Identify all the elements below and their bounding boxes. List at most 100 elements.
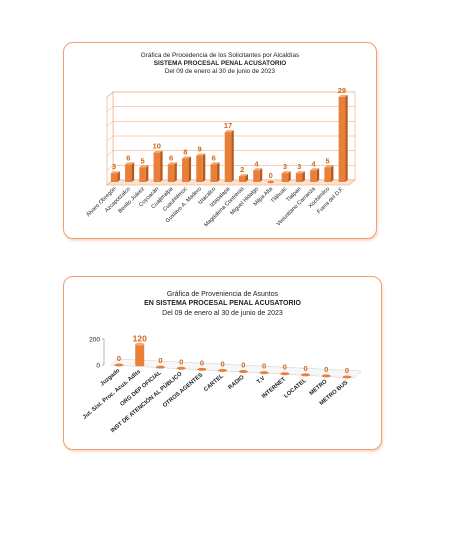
bar-top (210, 162, 220, 165)
y-tick-label: 200 (89, 337, 100, 344)
data-label: 6 (169, 153, 173, 162)
bar-top (338, 94, 348, 97)
chart-date-range: Del 09 de enero al 30 de junio de 2023 (164, 68, 276, 75)
data-label: 0 (221, 359, 225, 368)
bar-front (153, 152, 161, 182)
data-label: 120 (133, 333, 147, 343)
bar-front (135, 344, 145, 367)
bar (281, 171, 291, 182)
category-label: OTROS AGENTES (162, 372, 204, 409)
data-label: 0 (200, 358, 204, 367)
bar-top (224, 130, 234, 133)
bar (324, 165, 334, 182)
data-label: 5 (326, 156, 330, 165)
bar-top (253, 168, 263, 171)
data-label: 0 (324, 365, 328, 374)
data-label: 0 (262, 362, 266, 371)
data-label: 17 (224, 121, 232, 130)
bar-front (167, 164, 175, 182)
chart-subtitle: EN SISTEMA PROCESAL PENAL ACUSATORIO (144, 300, 301, 307)
data-label: 0 (283, 363, 287, 372)
data-label: 0 (303, 364, 307, 373)
bar (267, 180, 274, 184)
y-tick-label: 0 (96, 363, 100, 370)
bar-front (110, 173, 118, 182)
bar-front (253, 170, 260, 182)
bar-side (188, 156, 192, 182)
bar-front (281, 173, 289, 182)
bar (114, 363, 124, 367)
bar (155, 365, 165, 369)
data-label: 5 (141, 156, 145, 165)
bar (197, 367, 207, 371)
bar (280, 372, 290, 376)
data-label: 8 (183, 148, 187, 157)
bar-side (145, 165, 149, 182)
data-label: 29 (338, 86, 346, 95)
data-label: 2 (240, 165, 244, 174)
bar (110, 171, 120, 182)
gridline (106, 91, 114, 98)
bar-side (302, 171, 305, 182)
data-label: 4 (311, 159, 316, 168)
bar-top (295, 171, 305, 174)
data-label: 0 (158, 356, 162, 365)
chart-subtitle: SISTEMA PROCESAL PENAL ACUSATORIO (153, 60, 287, 67)
bar-front (267, 180, 274, 184)
data-label: 0 (117, 354, 121, 363)
category-label: T.V (256, 375, 266, 385)
bar-top (196, 153, 206, 156)
bar-front (210, 164, 218, 182)
bar-side (160, 150, 163, 182)
bar-front (295, 173, 303, 182)
bar (338, 94, 348, 182)
data-label: 0 (345, 366, 349, 375)
bar-top (110, 171, 120, 174)
data-label: 3 (112, 162, 116, 171)
category-label: LOCATEL (283, 377, 308, 399)
bar-top (324, 165, 334, 168)
bar-front (197, 367, 207, 371)
bar-front (114, 363, 124, 367)
bar-side (131, 162, 135, 182)
bar-top (310, 168, 320, 171)
bar (167, 162, 177, 182)
bar (342, 375, 352, 379)
data-label: 10 (153, 142, 161, 151)
bar-front (218, 368, 228, 372)
gridline (106, 135, 114, 142)
bar-front (301, 373, 311, 377)
bar (259, 371, 269, 375)
bar-side (330, 165, 334, 182)
gridline (106, 150, 114, 156)
bar-side (117, 171, 120, 182)
bar-front (238, 176, 246, 182)
bar (210, 162, 220, 182)
data-label: 6 (212, 153, 216, 162)
bar-front (259, 371, 269, 375)
bar (253, 168, 263, 182)
bar-top (125, 162, 135, 165)
category-label: METRO (309, 379, 329, 397)
bar (153, 150, 163, 182)
bar-front (321, 374, 331, 378)
bar-top (153, 150, 163, 153)
bar-front (176, 366, 186, 370)
bar-side (231, 130, 234, 182)
category-label: Tláhuac (270, 186, 288, 204)
bar-front (139, 167, 146, 182)
chart-title: Gráfica de Procedencia de los Solicitant… (140, 52, 300, 59)
chart-card-alcaldias: Gráfica de Procedencia de los Solicitant… (63, 42, 377, 239)
bar (125, 162, 135, 182)
chart-date-range: Del 09 de enero al 30 de junio de 2023 (162, 310, 283, 317)
bar (310, 168, 320, 182)
chart-card-asuntos: Gráfica de Proveniencia de Asuntos EN SI… (63, 276, 382, 450)
data-label: 3 (297, 162, 301, 171)
data-label: 4 (254, 159, 259, 168)
bar (182, 156, 192, 182)
bar (196, 153, 206, 182)
bar-top (135, 342, 145, 346)
bar-front (324, 167, 331, 182)
category-label: RADIO (227, 374, 246, 391)
